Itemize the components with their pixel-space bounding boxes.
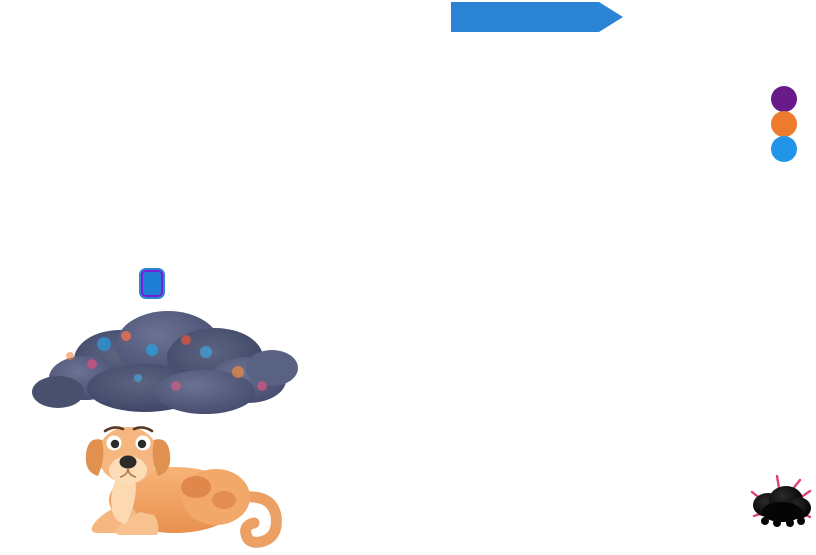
dog-illustration — [85, 426, 282, 548]
small-black-cloud-icon — [750, 474, 812, 527]
storm-cloud-illustration — [32, 311, 298, 414]
callout-shape — [451, 2, 623, 32]
sell-signal-callout — [451, 2, 623, 37]
signal-banner — [141, 270, 163, 297]
badge-ma21[interactable] — [771, 136, 797, 162]
badge-ma3[interactable] — [771, 86, 797, 112]
badge-ma8[interactable] — [771, 111, 797, 137]
